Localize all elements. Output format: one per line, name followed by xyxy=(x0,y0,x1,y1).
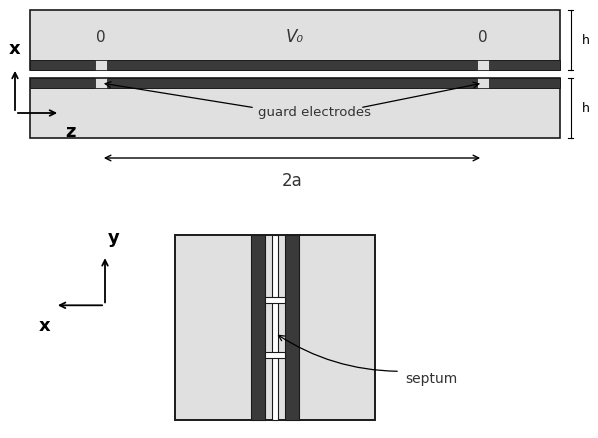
Bar xyxy=(251,235,265,420)
Bar xyxy=(272,235,278,420)
Bar xyxy=(285,235,299,420)
Text: z: z xyxy=(65,123,75,141)
Text: 2a: 2a xyxy=(282,172,303,190)
Bar xyxy=(477,78,489,88)
Bar xyxy=(265,352,285,358)
Text: V₀: V₀ xyxy=(286,28,304,46)
Text: x: x xyxy=(9,40,21,58)
Bar xyxy=(265,297,285,303)
Bar xyxy=(477,60,489,70)
Bar xyxy=(30,10,560,70)
Bar xyxy=(175,235,375,420)
Text: h: h xyxy=(582,102,590,114)
Text: septum: septum xyxy=(405,372,457,386)
Text: y: y xyxy=(108,230,120,247)
Bar xyxy=(95,60,107,70)
Text: h: h xyxy=(582,33,590,46)
Text: 0: 0 xyxy=(96,29,106,45)
Text: 0: 0 xyxy=(478,29,488,45)
Text: x: x xyxy=(38,317,50,336)
Text: guard electrodes: guard electrodes xyxy=(258,106,371,119)
Bar xyxy=(30,78,560,88)
Bar xyxy=(30,60,560,70)
Bar xyxy=(30,78,560,138)
Bar xyxy=(95,78,107,88)
